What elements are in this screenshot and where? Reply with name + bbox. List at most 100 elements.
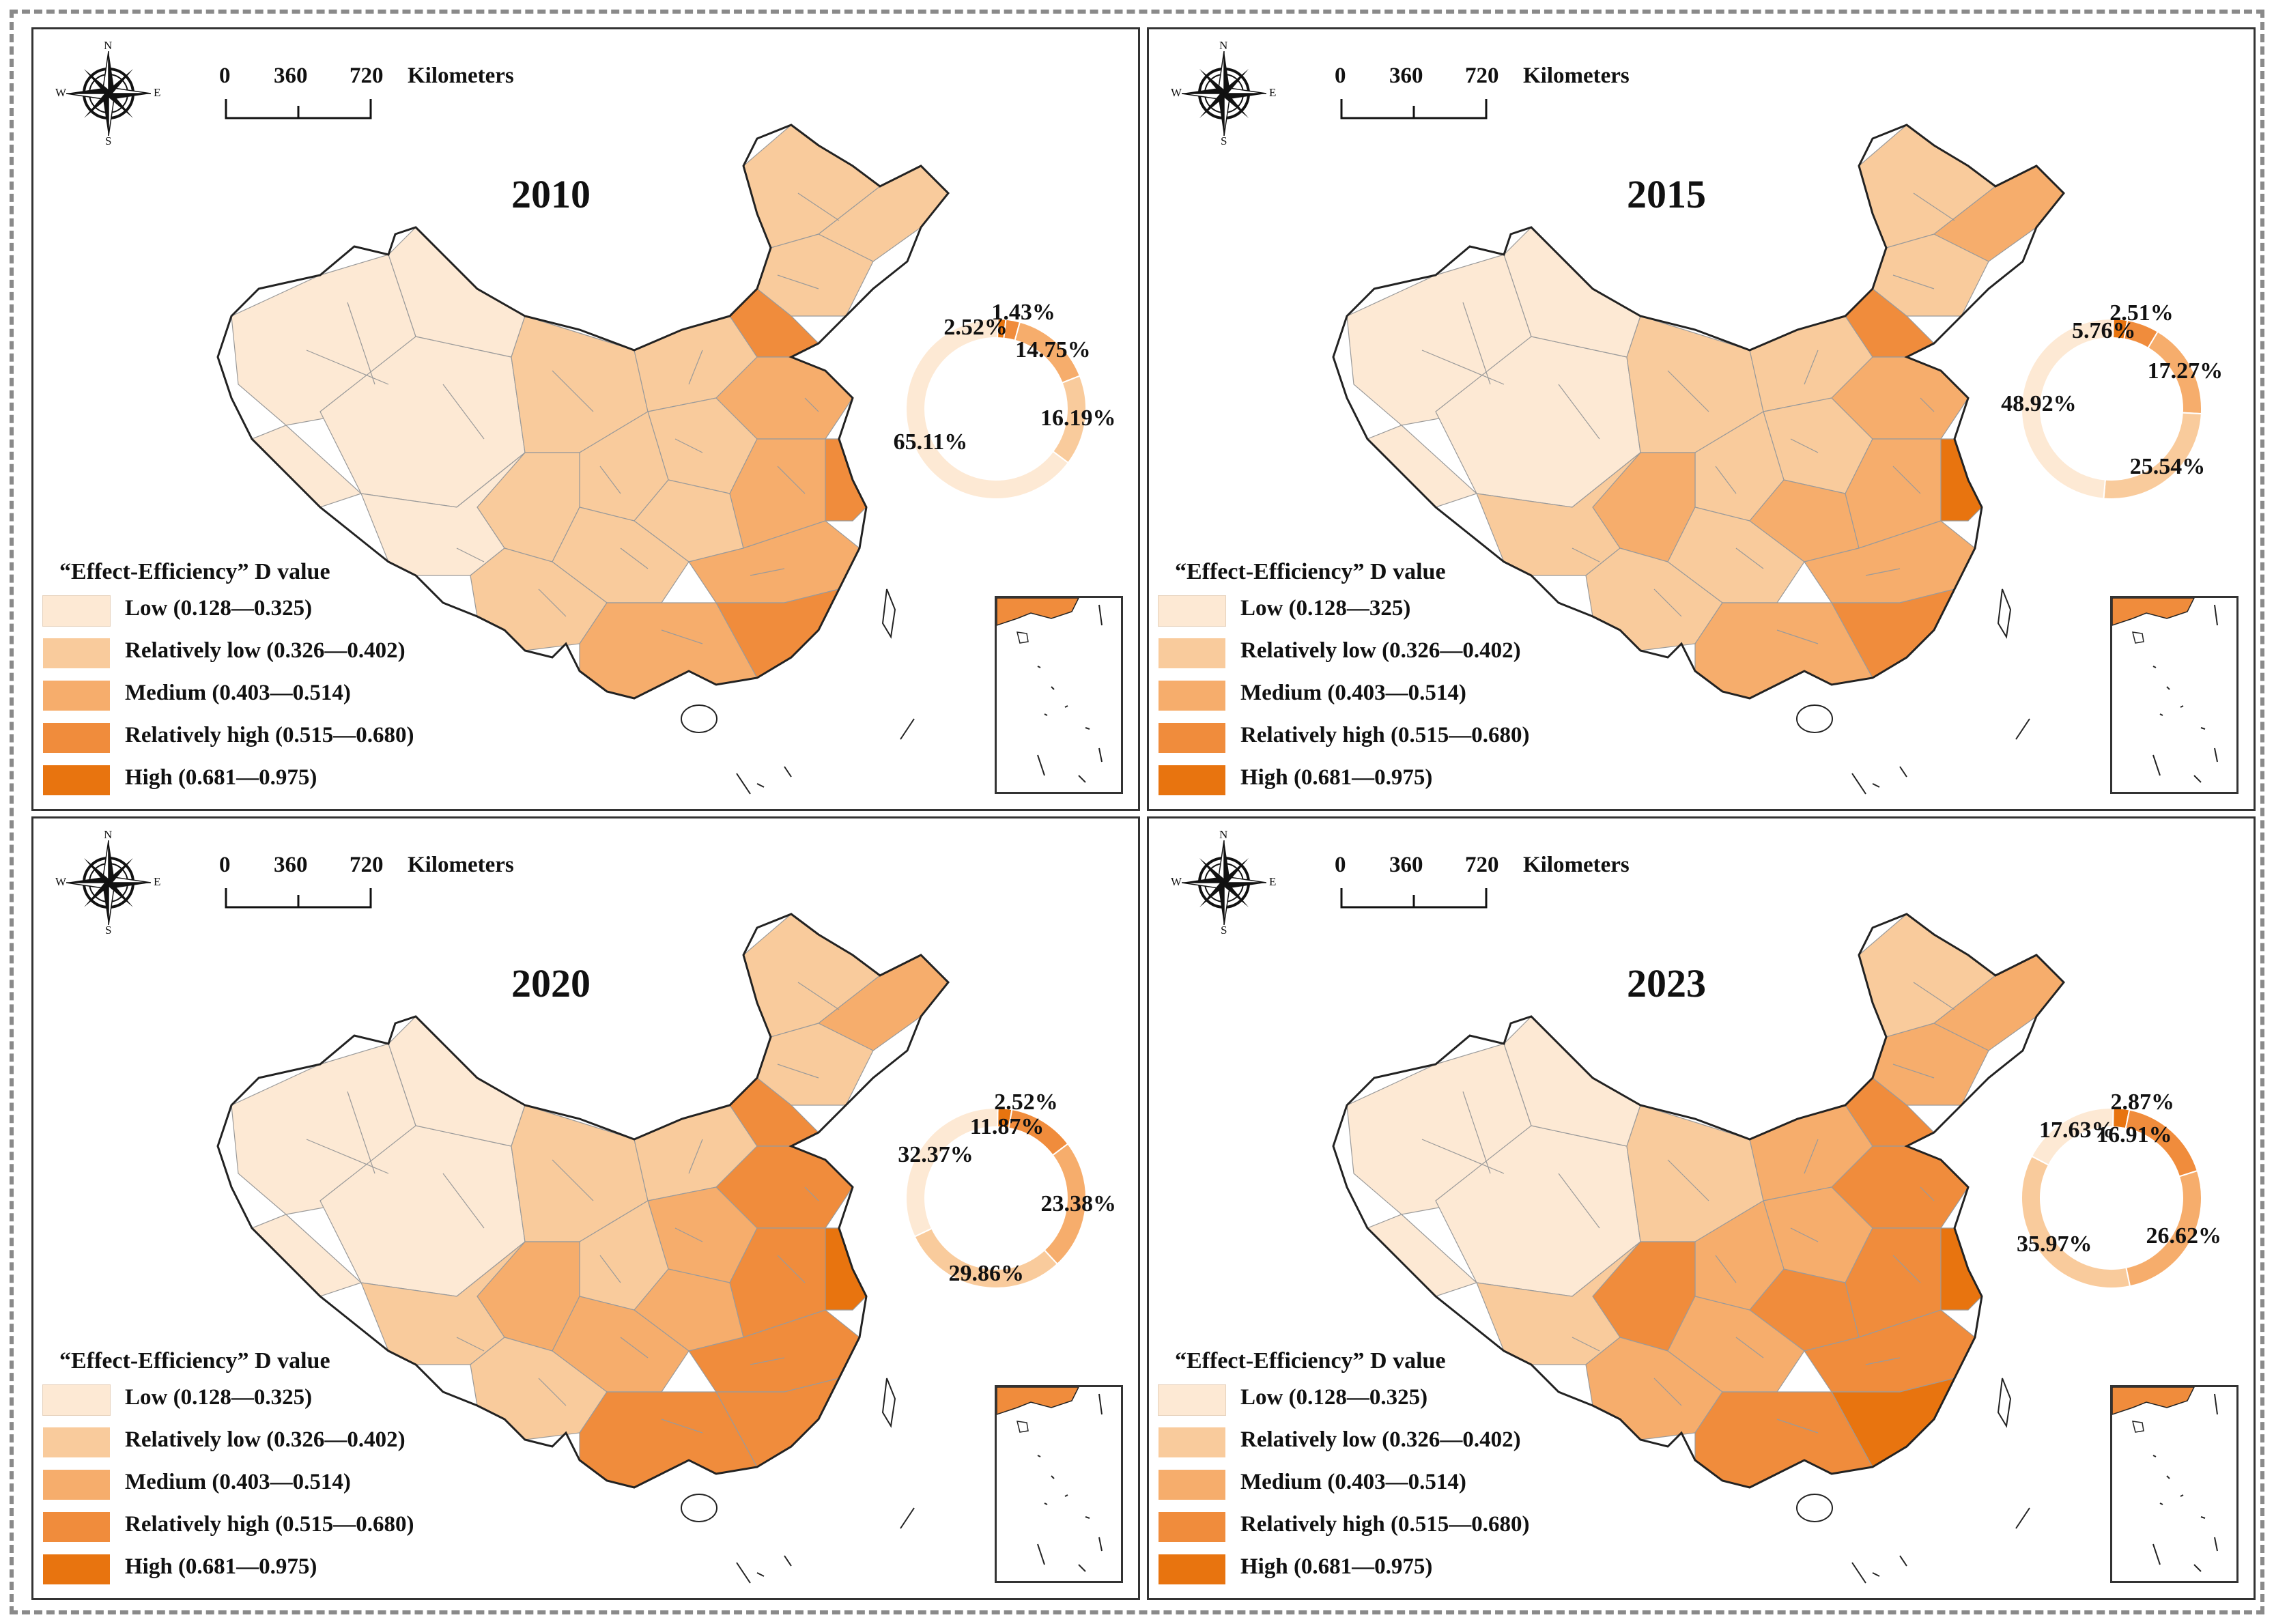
scale-bar: 0 360 720 Kilometers bbox=[1332, 853, 1687, 921]
legend-swatch bbox=[43, 1470, 110, 1500]
scale-tick-label: 0 bbox=[1335, 853, 1346, 877]
map-panel-2010: N S W E 0 360 720 Kilometers 2010 “Effect-Efficie… bbox=[31, 27, 1140, 811]
scale-bar: 0 360 720 Kilometers bbox=[216, 63, 571, 132]
donut-percent-label: 17.63% bbox=[2038, 1117, 2115, 1143]
island-hainan bbox=[681, 704, 717, 733]
donut-percent-label: 32.37% bbox=[898, 1142, 973, 1168]
south-china-sea-inset bbox=[2110, 596, 2239, 794]
donut-slice-low bbox=[905, 318, 1070, 500]
compass-e-label: E bbox=[1269, 86, 1277, 99]
donut-percent-label: 2.52% bbox=[943, 315, 1008, 341]
scale-tick-label: 360 bbox=[274, 63, 308, 88]
donut-percent-label: 2.52% bbox=[994, 1089, 1058, 1115]
legend-label: Relatively low (0.326—0.402) bbox=[1240, 638, 1521, 663]
scale-tick-label: 360 bbox=[274, 853, 308, 877]
compass-n-label: N bbox=[1219, 828, 1228, 841]
legend-item: Low (0.128—325) bbox=[1158, 590, 1664, 629]
legend-label: Relatively low (0.326—0.402) bbox=[1240, 1427, 1521, 1452]
legend-label: High (0.681—0.975) bbox=[1240, 1554, 1433, 1579]
legend-item: Relatively high (0.515—0.680) bbox=[1159, 1507, 1664, 1545]
donut-percent-label: 29.86% bbox=[948, 1260, 1025, 1286]
legend-item: High (0.681—0.975) bbox=[43, 760, 548, 798]
legend-label: Relatively high (0.515—0.680) bbox=[1240, 1512, 1530, 1537]
map-year-title: 2020 bbox=[511, 961, 591, 1006]
choropleth-map bbox=[1332, 913, 2066, 1584]
legend-label: Relatively high (0.515—0.680) bbox=[125, 1512, 414, 1537]
legend-swatch bbox=[1159, 1470, 1225, 1500]
map-panel-2020: N S W E 0 360 720 Kilometers 2020 “Effect-Efficie… bbox=[31, 816, 1140, 1600]
scale-unit-label: Kilometers bbox=[1523, 853, 1630, 877]
map-year-title: 2010 bbox=[511, 172, 591, 216]
compass-w-label: W bbox=[55, 86, 67, 99]
north-arrow-compass: N S W E bbox=[54, 828, 163, 937]
compass-e-label: E bbox=[1269, 875, 1277, 888]
legend-item: Low (0.128—0.325) bbox=[1158, 1380, 1664, 1418]
legend-title: “Effect-Efficiency” D value bbox=[59, 559, 330, 584]
scale-unit-label: Kilometers bbox=[408, 853, 514, 877]
donut-percent-label: 16.91% bbox=[2097, 1122, 2172, 1148]
class-share-donut-chart: 48.92% 25.54% 17.27% 5.76% 2.51% bbox=[1982, 289, 2254, 535]
legend-swatch bbox=[1158, 1384, 1226, 1416]
legend-label: High (0.681—0.975) bbox=[125, 1554, 317, 1579]
legend-item: Medium (0.403—0.514) bbox=[1159, 675, 1664, 713]
scale-bar-line bbox=[225, 888, 372, 909]
legend-label: Relatively low (0.326—0.402) bbox=[125, 638, 406, 663]
legend-item: Relatively high (0.515—0.680) bbox=[1159, 717, 1664, 756]
legend-label: Medium (0.403—0.514) bbox=[125, 1470, 351, 1494]
south-china-sea-inset bbox=[995, 1385, 1123, 1583]
compass-e-label: E bbox=[154, 86, 161, 99]
legend-swatch bbox=[43, 1512, 110, 1542]
national-boundary bbox=[1332, 124, 2066, 700]
scale-tick-label: 360 bbox=[1389, 853, 1423, 877]
scale-bar-line bbox=[1340, 99, 1488, 119]
compass-n-label: N bbox=[1219, 39, 1228, 52]
legend-swatch bbox=[43, 681, 110, 711]
legend-swatch bbox=[1159, 765, 1225, 795]
legend-label: Low (0.128—0.325) bbox=[1240, 1385, 1428, 1410]
legend-item: Relatively high (0.515—0.680) bbox=[43, 717, 548, 756]
donut-percent-label: 5.76% bbox=[2072, 318, 2136, 344]
legend-swatch bbox=[1159, 681, 1225, 711]
scale-tick-label: 0 bbox=[219, 63, 231, 88]
compass-rose-icon bbox=[1182, 840, 1266, 925]
national-boundary bbox=[1332, 913, 2066, 1489]
legend-item: Medium (0.403—0.514) bbox=[1159, 1464, 1664, 1502]
legend-item: Relatively low (0.326—0.402) bbox=[43, 1422, 548, 1460]
legend-label: Medium (0.403—0.514) bbox=[125, 681, 351, 705]
compass-rose-icon bbox=[66, 51, 151, 136]
north-arrow-compass: N S W E bbox=[1169, 828, 1279, 937]
compass-rose-icon bbox=[66, 840, 151, 925]
donut-percent-label: 16.19% bbox=[1040, 405, 1116, 431]
donut-slice-low bbox=[2021, 318, 2114, 500]
legend-swatch bbox=[1159, 1427, 1225, 1457]
class-share-donut-chart: 32.37% 29.86% 23.38% 11.87% 2.52% bbox=[866, 1078, 1138, 1324]
donut-percent-label: 65.11% bbox=[893, 429, 968, 455]
class-share-donut-chart: 17.63% 35.97% 26.62% 16.91% 2.87% bbox=[1982, 1078, 2254, 1324]
donut-percent-label: 26.62% bbox=[2146, 1223, 2221, 1249]
legend-item: Medium (0.403—0.514) bbox=[43, 675, 548, 713]
compass-w-label: W bbox=[1171, 86, 1182, 99]
legend-item: Medium (0.403—0.514) bbox=[43, 1464, 548, 1502]
island-hainan bbox=[681, 1494, 717, 1522]
compass-rose-icon bbox=[1182, 51, 1266, 136]
donut-percent-label: 23.38% bbox=[1040, 1191, 1117, 1216]
scale-tick-label: 720 bbox=[1465, 853, 1499, 877]
island-taiwan bbox=[1997, 588, 2012, 639]
legend-label: Relatively low (0.326—0.402) bbox=[125, 1427, 406, 1452]
legend-item: Relatively high (0.515—0.680) bbox=[43, 1507, 548, 1545]
legend-swatch bbox=[1159, 723, 1225, 753]
legend-item: Relatively low (0.326—0.402) bbox=[1159, 633, 1664, 671]
legend-label: Relatively high (0.515—0.680) bbox=[125, 723, 414, 747]
legend-swatch bbox=[1159, 1512, 1225, 1542]
legend-item: Relatively low (0.326—0.402) bbox=[1159, 1422, 1664, 1460]
scale-bar-line bbox=[1340, 888, 1488, 909]
class-share-donut-chart: 65.11% 16.19% 14.75% 2.52% 1.43% bbox=[866, 289, 1138, 535]
scale-tick-label: 0 bbox=[219, 853, 231, 877]
scale-tick-label: 360 bbox=[1389, 63, 1423, 88]
donut-slice-low bbox=[905, 1107, 999, 1238]
compass-n-label: N bbox=[104, 828, 113, 841]
legend-swatch bbox=[43, 765, 110, 795]
donut-percent-label: 11.87% bbox=[969, 1113, 1044, 1139]
scale-bar-line bbox=[225, 99, 372, 119]
